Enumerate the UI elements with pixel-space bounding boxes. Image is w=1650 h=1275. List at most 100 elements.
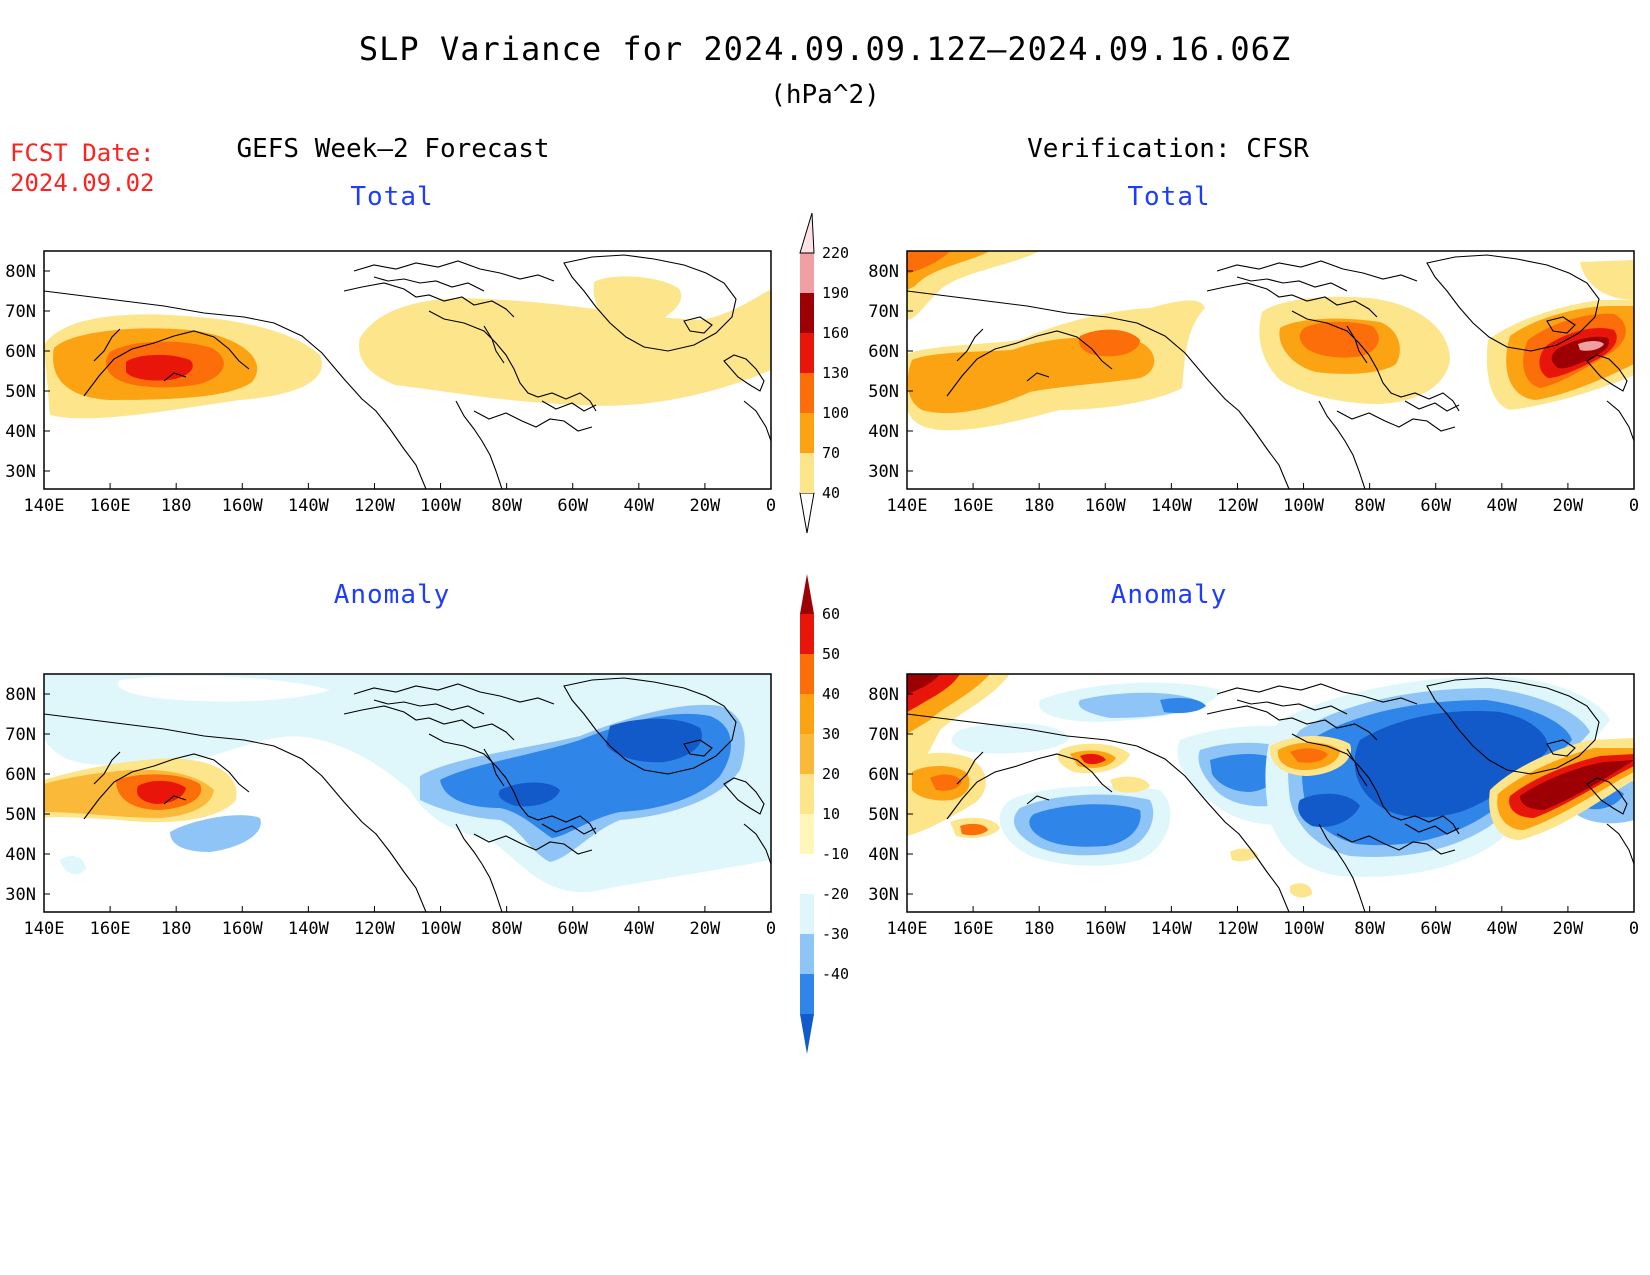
lat-tick-label: 30N	[5, 885, 36, 905]
lat-tick-label: 40N	[868, 422, 899, 442]
colorbar-total-label: 40	[822, 484, 840, 502]
lon-tick-label: 140E	[887, 496, 928, 516]
lon-tick-label: 60W	[557, 919, 588, 939]
colorbar-anomaly-segment	[800, 614, 814, 654]
colorbar-total-segment	[800, 293, 814, 333]
lat-tick-label: 60N	[868, 765, 899, 785]
lat-tick-label: 50N	[5, 805, 36, 825]
lon-tick-label: 100W	[1283, 919, 1325, 939]
colorbar-total-label: 160	[822, 324, 849, 342]
colorbar-total-segment	[800, 453, 814, 493]
lon-tick-label: 160E	[953, 496, 994, 516]
lon-tick-label: 120W	[354, 919, 396, 939]
colorbar-anomaly-label: 10	[822, 805, 840, 823]
colorbar-anomaly-segment	[800, 934, 814, 974]
colorbar-total-segment	[800, 413, 814, 453]
colorbar-anomaly-segment	[800, 854, 814, 894]
colorbar-anomaly-segment	[800, 734, 814, 774]
colorbar-anomaly-segment	[800, 974, 814, 1014]
colorbar-anomaly-segment	[800, 894, 814, 934]
colorbar-total-label: 70	[822, 444, 840, 462]
lon-tick-label: 0	[766, 919, 776, 939]
lon-tick-label: 0	[766, 496, 776, 516]
colorbar-total-segment	[800, 253, 814, 293]
lat-tick-label: 30N	[868, 462, 899, 482]
lat-tick-label: 60N	[868, 342, 899, 362]
lon-tick-label: 140W	[1151, 919, 1193, 939]
forecast-anomaly-label: Anomaly	[333, 580, 451, 610]
verification-anomaly-label: Anomaly	[1110, 580, 1228, 610]
lon-tick-label: 40W	[623, 496, 654, 516]
colorbar-total-segment	[800, 373, 814, 413]
colorbar-anomaly-label: -30	[822, 925, 849, 943]
colorbar-anomaly-label: -40	[822, 965, 849, 983]
lat-tick-label: 80N	[868, 685, 899, 705]
colorbar-anomaly-segment	[800, 814, 814, 854]
panel-frames	[43, 250, 1635, 913]
lon-tick-label: 140E	[24, 919, 65, 939]
lon-tick-label: 140E	[24, 496, 65, 516]
lat-tick-label: 50N	[868, 382, 899, 402]
colorbar-total-label: 100	[822, 404, 849, 422]
lon-tick-label: 140W	[288, 496, 330, 516]
lon-tick-label: 180	[1024, 919, 1055, 939]
lat-tick-label: 40N	[5, 422, 36, 442]
verification-column-title: Verification: CFSR	[1027, 134, 1309, 164]
lon-tick-label: 0	[1629, 496, 1639, 516]
forecast-date-value: 2024.09.02	[10, 169, 155, 197]
lat-tick-label: 70N	[868, 725, 899, 745]
forecast-total-label: Total	[350, 182, 434, 212]
lon-tick-label: 60W	[1420, 919, 1451, 939]
lat-tick-label: 80N	[868, 262, 899, 282]
lon-tick-label: 100W	[420, 919, 462, 939]
lon-tick-label: 140E	[887, 919, 928, 939]
lat-tick-label: 60N	[5, 765, 36, 785]
lon-tick-label: 160W	[1085, 919, 1127, 939]
colorbar-total-label: 190	[822, 284, 849, 302]
lon-tick-label: 120W	[1217, 496, 1259, 516]
lon-tick-label: 100W	[420, 496, 462, 516]
lat-tick-label: 70N	[5, 302, 36, 322]
colorbar-anomaly-label: 60	[822, 605, 840, 623]
colorbar-anomaly-segment	[800, 654, 814, 694]
lat-tick-label: 80N	[5, 262, 36, 282]
colorbar-anomaly-label: -10	[822, 845, 849, 863]
forecast-total-map	[44, 251, 771, 489]
lon-tick-label: 80W	[491, 496, 522, 516]
lat-tick-label: 80N	[5, 685, 36, 705]
lat-tick-label: 50N	[868, 805, 899, 825]
lon-tick-label: 80W	[1354, 496, 1385, 516]
lon-tick-label: 180	[1024, 496, 1055, 516]
lon-tick-label: 160W	[1085, 496, 1127, 516]
lon-tick-label: 160E	[953, 919, 994, 939]
lon-tick-label: 60W	[1420, 496, 1451, 516]
verification-total-map	[907, 251, 1634, 489]
main-title: SLP Variance for 2024.09.09.12Z–2024.09.…	[358, 30, 1292, 68]
lat-tick-label: 30N	[5, 462, 36, 482]
colorbar-anomaly-label: 20	[822, 765, 840, 783]
colorbars: 40 70 100 130 160 190 220 60 50 40 30 20 10 -10 -20 -30…	[799, 212, 849, 1054]
lon-tick-label: 20W	[1553, 496, 1584, 516]
forecast-date-label: FCST Date:	[10, 139, 155, 167]
lon-tick-label: 160E	[90, 496, 131, 516]
colorbar-anomaly-wedge-low	[800, 1014, 814, 1054]
lon-tick-label: 60W	[557, 496, 588, 516]
lat-tick-label: 40N	[868, 845, 899, 865]
colorbar-anomaly-label: 40	[822, 685, 840, 703]
lon-tick-label: 80W	[491, 919, 522, 939]
lon-tick-label: 120W	[1217, 919, 1259, 939]
lon-tick-label: 80W	[1354, 919, 1385, 939]
lon-tick-label: 140W	[288, 919, 330, 939]
colorbar-anomaly-label: -20	[822, 885, 849, 903]
lon-tick-label: 40W	[623, 919, 654, 939]
units-label: (hPa^2)	[770, 80, 880, 110]
lat-tick-label: 30N	[868, 885, 899, 905]
verification-total-label: Total	[1127, 182, 1211, 212]
colorbar-total-label: 220	[822, 244, 849, 262]
lon-tick-label: 160E	[90, 919, 131, 939]
forecast-column-title: GEFS Week–2 Forecast	[236, 134, 550, 164]
lat-tick-label: 70N	[5, 725, 36, 745]
colorbar-anomaly-segment	[800, 774, 814, 814]
colorbar-anomaly-wedge-high	[800, 574, 814, 614]
